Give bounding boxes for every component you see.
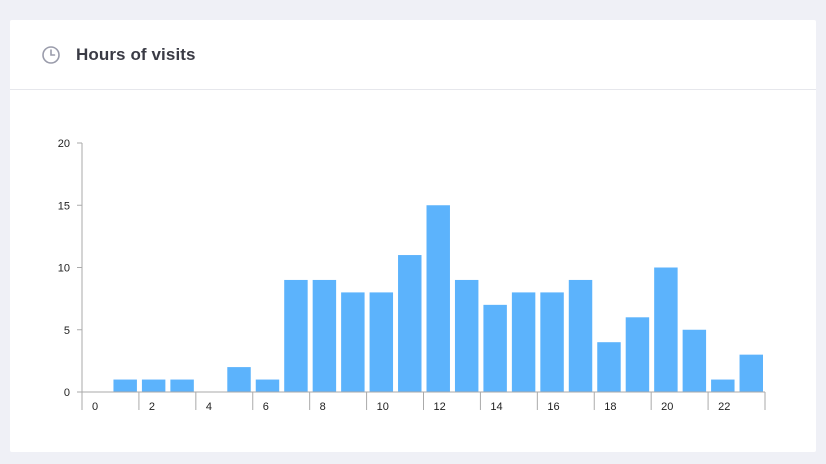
bar-hour-10 [369, 292, 394, 392]
x-tick-label: 0 [92, 401, 98, 413]
card-title: Hours of visits [76, 44, 196, 64]
bar-hour-2 [141, 379, 166, 392]
bar-hour-7 [284, 279, 308, 392]
y-tick-label: 20 [58, 138, 70, 150]
x-tick-label: 2 [149, 401, 155, 413]
x-tick-label: 4 [206, 401, 212, 413]
bar-hour-22 [711, 379, 735, 392]
x-tick-label: 20 [661, 401, 673, 413]
bar-hour-19 [625, 317, 650, 392]
y-tick-label: 10 [58, 263, 70, 275]
bar-hour-23 [739, 354, 763, 392]
bar-hour-6 [255, 379, 280, 392]
bar-hour-9 [341, 292, 365, 392]
x-tick-label: 12 [434, 401, 446, 413]
x-tick-label: 22 [718, 401, 730, 413]
bar-hour-18 [597, 342, 621, 392]
bar-hour-5 [227, 367, 251, 392]
bar-hour-15 [511, 292, 536, 392]
bar-hour-20 [654, 267, 678, 392]
bar-hour-14 [483, 304, 507, 392]
bar-hour-21 [682, 329, 707, 392]
x-tick-label: 6 [263, 401, 269, 413]
x-tick-label: 10 [377, 401, 389, 413]
bar-hour-3 [170, 379, 194, 392]
x-tick-label: 16 [547, 401, 559, 413]
bar-hour-12 [426, 205, 450, 392]
card-header: Hours of visits [10, 20, 816, 90]
bar-hour-8 [312, 279, 337, 392]
x-tick-label: 18 [604, 401, 616, 413]
bar-hour-13 [454, 279, 479, 392]
clock-icon [41, 45, 61, 65]
bar-hour-11 [398, 255, 422, 392]
bar-hour-17 [568, 279, 593, 392]
y-tick-label: 5 [64, 325, 70, 337]
y-tick-label: 15 [58, 200, 70, 212]
x-tick-label: 8 [320, 401, 326, 413]
bar-hour-16 [540, 292, 564, 392]
bar-hour-1 [113, 379, 137, 392]
y-tick-label: 0 [64, 387, 70, 399]
x-tick-label: 14 [490, 401, 502, 413]
